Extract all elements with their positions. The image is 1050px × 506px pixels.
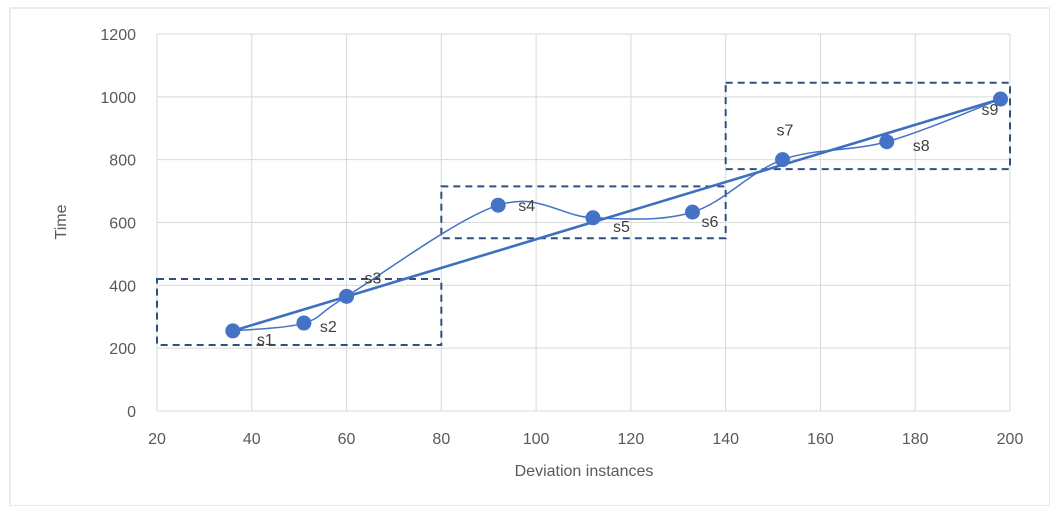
x-tick-label: 40 <box>243 431 261 448</box>
x-tick-label: 200 <box>997 431 1024 448</box>
series: s1 s2 s3 s4 s5 s6 s7 s8 s9 <box>225 91 1009 349</box>
data-point <box>993 91 1009 107</box>
chart-frame <box>9 7 1050 506</box>
group-box <box>156 278 443 347</box>
y-tick-label: 800 <box>109 153 136 170</box>
y-tick-label: 1200 <box>100 27 136 44</box>
x-tick-label: 120 <box>618 431 645 448</box>
data-point <box>339 288 355 304</box>
data-point <box>296 315 312 331</box>
x-tick-label: 20 <box>148 431 166 448</box>
point-label: s5 <box>613 219 630 236</box>
group-box <box>724 81 1012 171</box>
y-tick-label: 600 <box>109 216 136 233</box>
x-tick-label: 180 <box>902 431 929 448</box>
y-axis-title: Time <box>53 204 70 239</box>
ticks: 20 40 60 80 100 120 140 160 180 200 0 200 400 600 800 1… <box>100 27 1023 448</box>
point-label: s6 <box>701 214 718 231</box>
group-boxes <box>156 81 1012 347</box>
x-tick-label: 60 <box>338 431 356 448</box>
y-tick-label: 1000 <box>100 90 136 107</box>
point-label: s7 <box>777 123 794 140</box>
x-tick-label: 140 <box>712 431 739 448</box>
data-point <box>684 204 700 220</box>
x-tick-label: 100 <box>523 431 550 448</box>
data-point <box>490 197 506 213</box>
data-point <box>775 152 791 168</box>
x-tick-label: 80 <box>432 431 450 448</box>
y-tick-label: 200 <box>109 341 136 358</box>
point-label: s2 <box>320 319 337 336</box>
trend-line <box>232 97 1001 333</box>
x-axis-title: Deviation instances <box>515 463 654 480</box>
grid <box>156 33 1011 412</box>
point-label: s1 <box>257 332 274 349</box>
data-point <box>585 210 601 226</box>
point-label: s4 <box>518 198 535 215</box>
x-tick-label: 160 <box>807 431 834 448</box>
point-label: s3 <box>365 270 382 287</box>
y-tick-label: 400 <box>109 278 136 295</box>
point-label: s8 <box>913 138 930 155</box>
data-point <box>879 134 895 150</box>
point-label: s9 <box>982 102 999 119</box>
y-tick-label: 0 <box>127 404 136 421</box>
data-point <box>225 323 241 339</box>
